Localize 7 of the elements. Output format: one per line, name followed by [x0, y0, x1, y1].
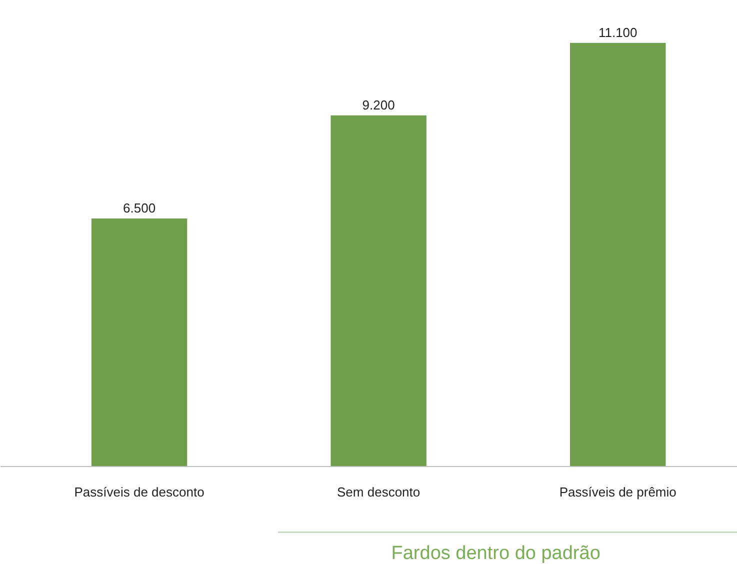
data-label: 9.200: [362, 97, 395, 112]
x-tick-label: Passíveis de desconto: [74, 484, 204, 500]
data-label: 6.500: [123, 200, 156, 216]
x-tick-label: Passíveis de prêmio: [559, 484, 676, 500]
data-label: 11.100: [598, 24, 638, 40]
x-tick-label: Sem desconto: [337, 484, 420, 500]
text: Fardos dentro do padrão: [391, 542, 600, 564]
